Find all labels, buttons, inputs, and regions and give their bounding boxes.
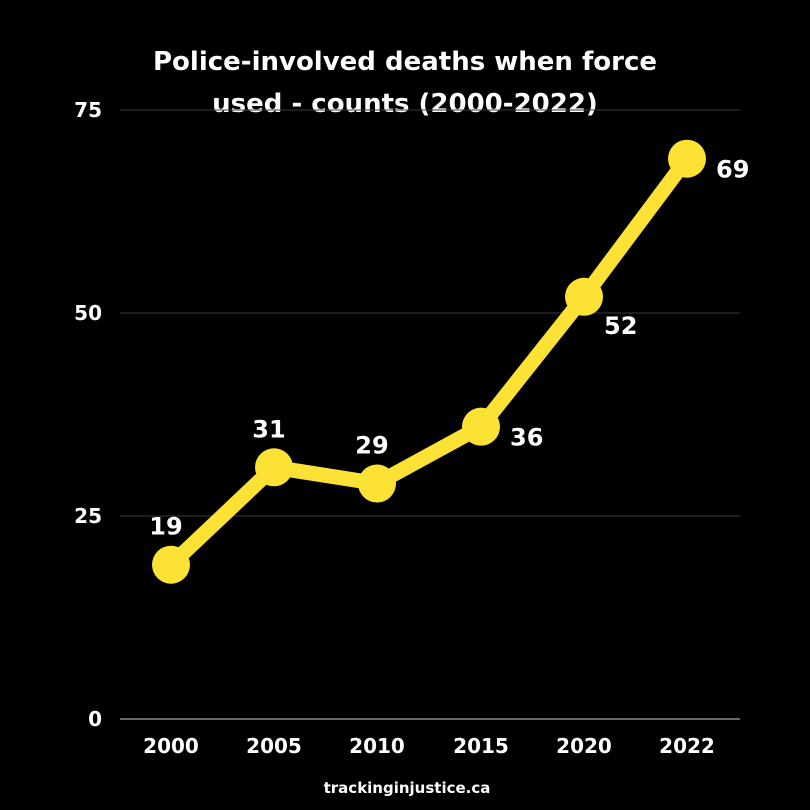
data-point-2010 (358, 464, 396, 503)
y-tick-label-75: 75 (74, 98, 102, 122)
series-line (163, 151, 695, 573)
x-tick-label-2005: 2005 (246, 734, 302, 758)
data-point-2000 (152, 545, 190, 584)
data-label-2010: 29 (355, 432, 388, 460)
data-point-2022 (668, 139, 706, 178)
data-label-2020: 52 (604, 312, 637, 340)
data-point-2015 (462, 407, 500, 446)
y-tick-label-25: 25 (74, 504, 102, 528)
data-label-2005: 31 (252, 415, 285, 443)
y-axis-ticks: 0 25 50 75 (74, 98, 102, 731)
x-tick-label-2022: 2022 (659, 734, 715, 758)
chart-title-line-2: used - counts (2000-2022) (212, 89, 598, 119)
data-labels: 19 31 29 36 52 69 (149, 156, 749, 541)
y-tick-label-0: 0 (88, 707, 102, 731)
x-tick-label-2015: 2015 (453, 734, 509, 758)
x-tick-label-2020: 2020 (556, 734, 612, 758)
data-point-2020 (565, 277, 603, 316)
data-label-2022: 69 (716, 156, 749, 184)
y-tick-label-50: 50 (74, 301, 102, 325)
x-tick-label-2010: 2010 (349, 734, 405, 758)
data-label-2015: 36 (510, 424, 543, 452)
data-point-2005 (255, 448, 293, 487)
x-axis-ticks: 2000 2005 2010 2015 2020 2022 (143, 734, 715, 758)
source-footer: trackinginjustice.ca (324, 779, 491, 797)
chart-title-line-1: Police-involved deaths when force (153, 47, 657, 77)
data-label-2000: 19 (149, 513, 182, 541)
series-polyline (163, 151, 695, 573)
x-tick-label-2000: 2000 (143, 734, 199, 758)
data-points (152, 139, 706, 584)
